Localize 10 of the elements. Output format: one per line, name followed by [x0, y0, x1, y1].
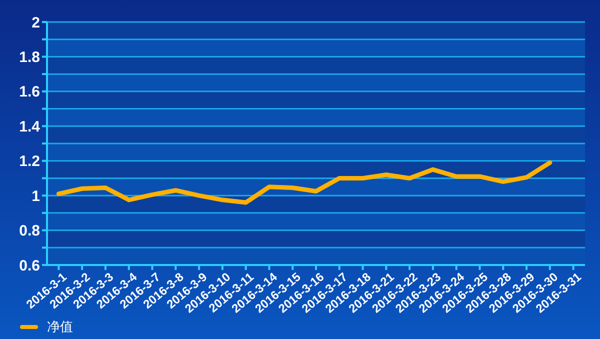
line-series [56, 160, 552, 205]
y-tick-label: 1.6 [19, 84, 40, 101]
y-tick-label: 1.4 [19, 118, 41, 136]
y-tick-label: 1.8 [19, 48, 40, 66]
y-tick-label: 1.2 [19, 153, 40, 170]
y-tick-label: 1 [32, 188, 40, 205]
y-tick-label: 0.6 [19, 257, 40, 274]
legend-label: 净值 [47, 320, 73, 335]
y-tick-label: 2 [32, 14, 40, 32]
y-tick-label: 0.8 [19, 222, 40, 240]
